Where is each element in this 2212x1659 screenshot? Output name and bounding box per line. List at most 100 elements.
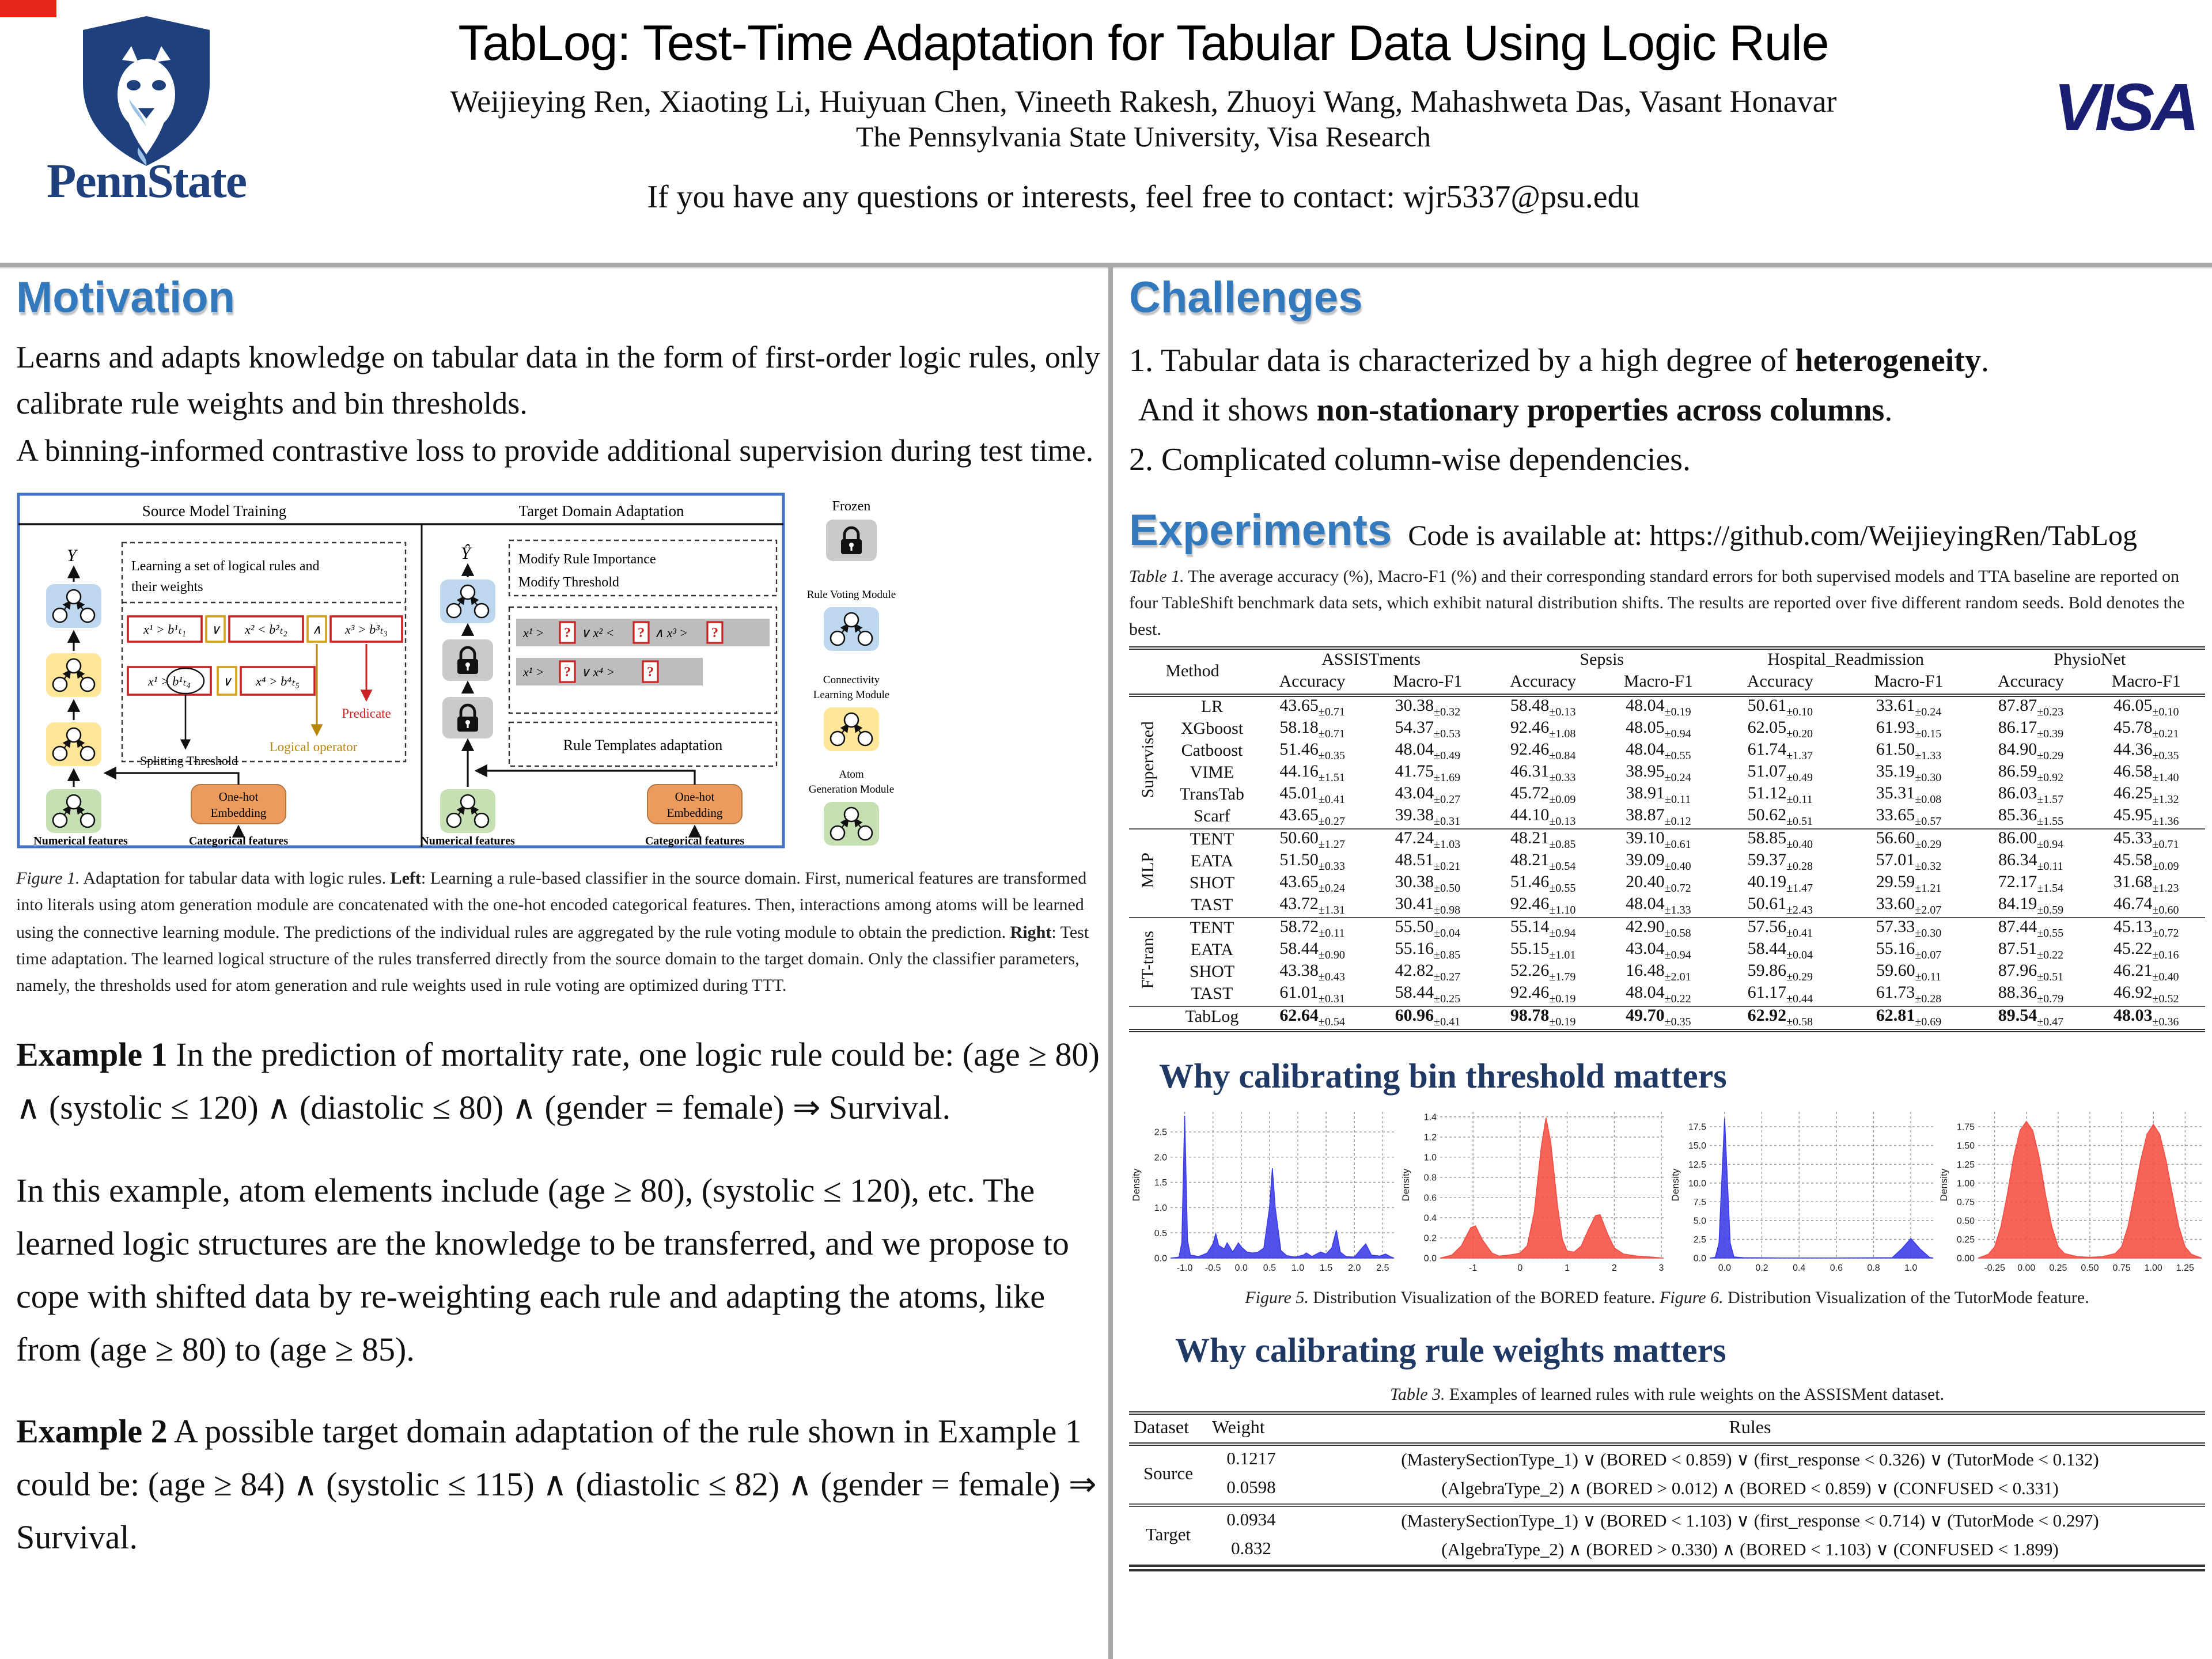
y-label: Y [67, 546, 78, 565]
adapted-rules-box [508, 607, 778, 714]
table-row: FT-trans TENT 58.72±0.11 55.50±0.04 55.14±0.… [1129, 917, 2205, 1007]
density-plot-2: 0.0 0.2 0.4 0.6 0.8 1.0 1.2 1.4 -1 0 1 2 3 Density [1400, 1112, 1664, 1274]
svg-text:0.2: 0.2 [1755, 1264, 1767, 1274]
svg-text:15.0: 15.0 [1688, 1142, 1706, 1152]
svg-text:∨: ∨ [211, 622, 221, 637]
svg-text:Learning a set of logical rule: Learning a set of logical rules and [131, 559, 320, 574]
numerical-features-label: Numerical features [33, 835, 128, 847]
target-panel-title: Target Domain Adaptation [518, 502, 684, 520]
svg-text:?: ? [638, 626, 645, 641]
table-row: TAST 43.72±1.31 30.41±0.98 92.46±1.10 48.04±… [1191, 895, 2179, 918]
svg-text:1.25: 1.25 [2176, 1264, 2194, 1274]
figure-1: Source Model Training Target Domain Adap… [16, 485, 1104, 859]
motivation-para-2: A binning-informed contrastive loss to p… [16, 433, 1094, 468]
svg-text:5.0: 5.0 [1693, 1217, 1706, 1226]
svg-text:2.0: 2.0 [1154, 1153, 1167, 1163]
svg-text:0.00: 0.00 [1957, 1254, 1975, 1264]
svg-text:0.6: 0.6 [1423, 1194, 1436, 1203]
svg-text:Generation Module: Generation Module [809, 783, 894, 796]
svg-text:0.75: 0.75 [1957, 1198, 1975, 1208]
svg-text:0.6: 0.6 [1830, 1264, 1842, 1274]
svg-text:1.00: 1.00 [1957, 1179, 1975, 1189]
title-block: TabLog: Test-Time Adaptation for Tabular… [288, 16, 1999, 217]
svg-text:17.5: 17.5 [1688, 1123, 1706, 1132]
table-row: TransTab 45.01±0.41 43.04±0.27 45.72±0.09 38… [1180, 785, 2179, 807]
svg-text:x¹ >: x¹ > [522, 665, 544, 679]
figure-1-caption: Figure 1. Adaptation for tabular data wi… [16, 870, 1089, 996]
svg-text:0.2: 0.2 [1423, 1234, 1436, 1244]
table-row: Supervised LR 43.65±0.71 30.38±0.32 58.48±0.… [1129, 695, 2205, 830]
table-1-caption: Table 1. The average accuracy (%), Macro… [1129, 567, 2185, 640]
y-axis-label: Density [1939, 1169, 1950, 1202]
table-1: Method ASSISTments Sepsis Hospital_Readmiss… [1129, 646, 2205, 1033]
svg-text:Modify Threshold: Modify Threshold [518, 575, 619, 590]
svg-text:∧: ∧ [312, 622, 321, 637]
svg-text:x⁴ > b⁴ₜ₅: x⁴ > b⁴ₜ₅ [255, 674, 300, 688]
svg-text:?: ? [647, 665, 654, 680]
svg-text:2: 2 [1611, 1264, 1616, 1274]
right-column: Challenges 1. Tabular data is characteri… [1129, 274, 2205, 1571]
code-availability-note: Code is available at: https://github.com… [1408, 520, 2138, 552]
density-area [1978, 1121, 2202, 1259]
svg-text:One-hot: One-hot [675, 790, 715, 804]
challenge-item-1: 1. Tabular data is characterized by a hi… [1129, 343, 1989, 379]
svg-text:2.0: 2.0 [1348, 1264, 1361, 1274]
density-area [1709, 1119, 1933, 1259]
pennstate-shield-icon: PennState [47, 16, 248, 208]
svg-text:∨: ∨ [222, 674, 232, 688]
svg-text:Embedding: Embedding [667, 806, 723, 820]
density-plot-1: 0.0 0.5 1.0 1.5 2.0 2.5 -1.0 -0.5 0.0 0.5 1.0 1.5 2.… [1131, 1112, 1395, 1274]
table-row: MLP TENT 50.60±1.27 47.24±1.03 48.21±0.85 39.… [1129, 828, 2205, 918]
density-area [1440, 1118, 1664, 1259]
poster-title: TabLog: Test-Time Adaptation for Tabular… [458, 16, 1829, 71]
svg-text:0.50: 0.50 [2081, 1264, 2099, 1274]
svg-text:?: ? [711, 626, 718, 641]
svg-text:1.50: 1.50 [1957, 1142, 1975, 1152]
categorical-features-label: Categorical features [189, 835, 289, 847]
svg-text:0.00: 0.00 [2018, 1264, 2036, 1274]
svg-text:0.0: 0.0 [1235, 1264, 1248, 1274]
svg-text:0.0: 0.0 [1718, 1264, 1730, 1274]
svg-text:1.5: 1.5 [1154, 1179, 1167, 1188]
rule-weights-heading: Why calibrating rule weights matters [1175, 1331, 1726, 1370]
source-panel-title: Source Model Training [142, 502, 287, 520]
svg-text:2.5: 2.5 [1693, 1236, 1706, 1245]
svg-text:12.5: 12.5 [1688, 1160, 1706, 1170]
column-divider [1108, 267, 1113, 1659]
motivation-para-1: Learns and adapts knowledge on tabular d… [16, 339, 1100, 421]
example-1: Example 1 In the prediction of mortality… [16, 1037, 1100, 1127]
table-row: 0.832 (AlgebraType_2) ∧ (BORED > 0.330) ∧… [1231, 1539, 2059, 1560]
affiliation-line: The Pennsylvania State University, Visa … [855, 122, 1431, 153]
y-axis-label: Density [1131, 1169, 1142, 1202]
svg-text:1.75: 1.75 [1957, 1123, 1975, 1132]
header: PennState TabLog: Test-Time Adaptation f… [0, 0, 2212, 267]
svg-text:Rule Templates adaptation: Rule Templates adaptation [563, 737, 722, 753]
table-3: Dataset Weight Rules Source 0.1217 (MasterySe… [1129, 1411, 2205, 1571]
screen-corner-marker [0, 0, 56, 17]
svg-text:Categorical features: Categorical features [645, 835, 745, 847]
table-row: TAST 61.01±0.31 58.44±0.25 92.46±0.19 48.04±… [1191, 984, 2179, 1006]
figure-1-legend: Frozen Rule Voting Module Connectivity L… [807, 499, 896, 846]
svg-text:0.25: 0.25 [2050, 1264, 2067, 1274]
svg-text:Modify Rule Importance: Modify Rule Importance [518, 552, 656, 567]
motivation-heading: Motivation [16, 274, 235, 323]
table-row-tablog: TabLog 62.64±0.54 60.96±0.41 98.78±0.19 49.7… [1129, 1006, 2205, 1031]
svg-text:-0.25: -0.25 [1984, 1264, 2006, 1274]
visa-logo: VISA [2054, 70, 2199, 145]
svg-text:0.4: 0.4 [1792, 1264, 1805, 1274]
table-row: SHOT 43.38±0.43 42.82±0.27 52.26±1.79 16.48±… [1189, 962, 2179, 984]
svg-text:Embedding: Embedding [211, 806, 267, 820]
figures-5-6-caption: Figure 5. Distribution Visualization of … [1245, 1289, 2089, 1308]
svg-text:7.5: 7.5 [1693, 1198, 1706, 1208]
challenges-heading: Challenges [1129, 274, 1363, 323]
svg-text:x¹ > b¹ₜ₁: x¹ > b¹ₜ₁ [143, 622, 186, 637]
rules-table: Dataset Weight Rules Source 0.1217 (MasterySe… [1129, 1411, 2205, 1571]
table-row: SHOT 43.65±0.24 30.38±0.50 51.46±0.55 20.40±… [1189, 873, 2179, 896]
svg-text:-1: -1 [1469, 1264, 1477, 1274]
svg-text:0.0: 0.0 [1154, 1254, 1167, 1264]
svg-text:3: 3 [1658, 1264, 1664, 1274]
svg-text:0.25: 0.25 [1957, 1236, 1975, 1245]
density-plots-row: 0.0 0.5 1.0 1.5 2.0 2.5 -1.0 -0.5 0.0 0.5 1.0 1.5 2.… [1129, 1107, 2205, 1282]
example-middle-para: In this example, atom elements include (… [16, 1173, 1069, 1368]
results-table: Method ASSISTments Sepsis Hospital_Readmiss… [1129, 646, 2205, 1033]
